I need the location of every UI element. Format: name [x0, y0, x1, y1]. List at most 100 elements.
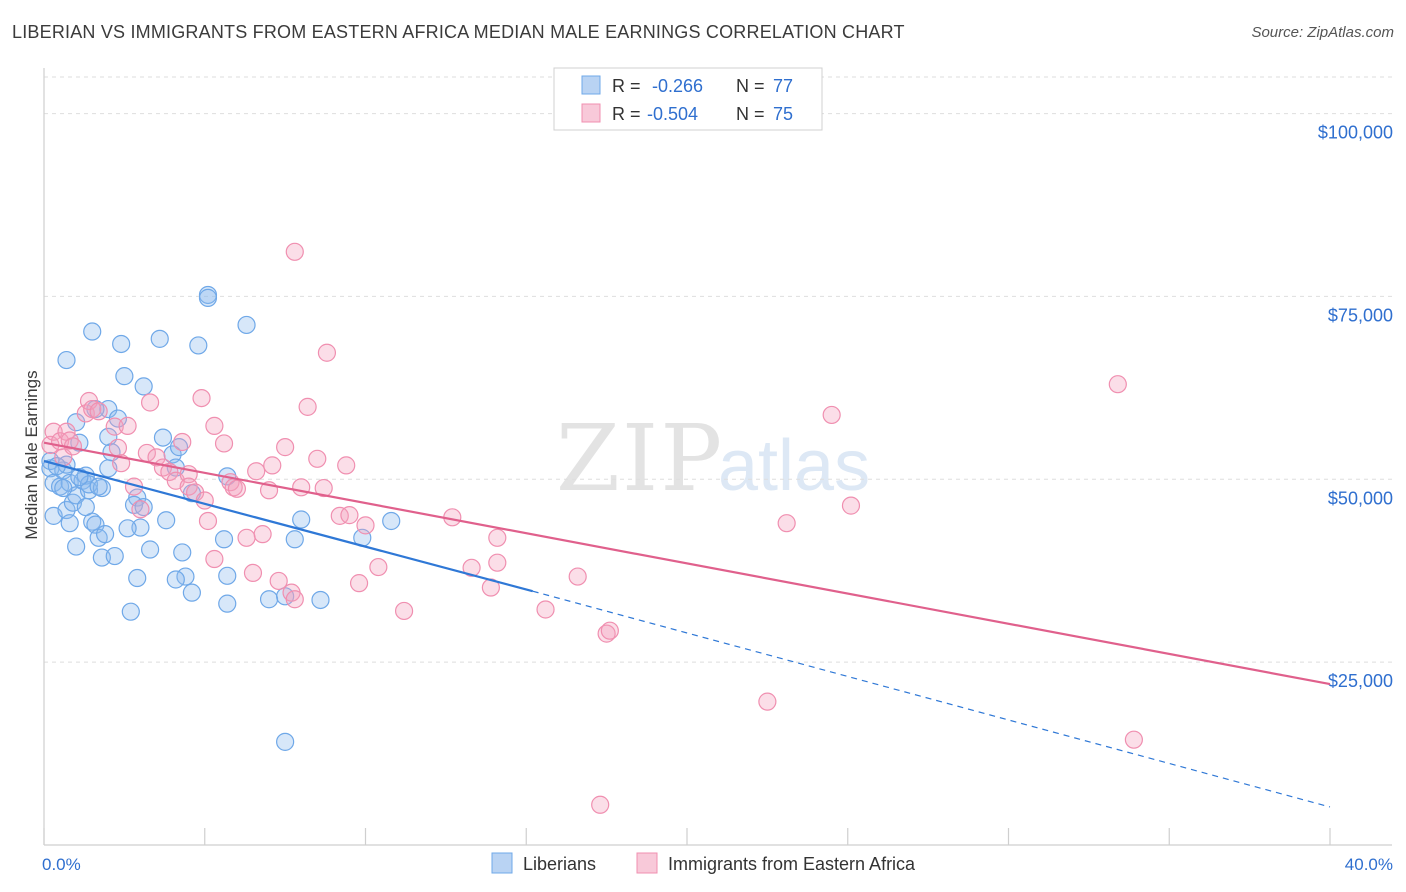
- point-immigrants-30: [205, 416, 224, 435]
- x-tick-label-min: 0.0%: [42, 855, 81, 874]
- axes: [43, 68, 1392, 846]
- point-immigrants-32: [214, 434, 234, 453]
- point-immigrants-43: [276, 438, 295, 457]
- point-immigrants-60: [462, 558, 481, 577]
- point-liberians-18: [67, 537, 86, 556]
- point-liberians-40: [157, 511, 176, 530]
- point-liberians-74: [54, 478, 73, 498]
- point-immigrants-66: [597, 624, 616, 643]
- point-immigrants-5: [60, 431, 79, 450]
- point-liberians-46: [173, 543, 192, 562]
- point-immigrants-35: [227, 479, 246, 498]
- point-immigrants-18: [140, 393, 160, 412]
- trend-lines: [43, 441, 1331, 808]
- point-immigrants-67: [591, 795, 610, 814]
- source-label: Source: ZipAtlas.com: [1251, 24, 1394, 41]
- series-legend-swatch-liberians: [491, 852, 513, 874]
- point-immigrants-31: [205, 549, 224, 569]
- trend-line-immigrants: [43, 441, 1331, 686]
- point-immigrants-12: [108, 438, 128, 457]
- point-immigrants-27: [192, 388, 211, 408]
- point-liberians-30: [83, 322, 102, 341]
- point-immigrants-11: [105, 417, 124, 436]
- point-immigrants-47: [292, 478, 311, 497]
- correlation-legend: R = -0.266 N = 77 R = -0.504 N = 75: [553, 67, 823, 131]
- point-immigrants-58: [394, 601, 414, 621]
- series-legend-label-immigrants: Immigrants from Eastern Africa: [668, 854, 916, 874]
- x-ticks: [43, 828, 1331, 845]
- point-liberians-58: [259, 590, 279, 609]
- trend-line-liberians-extrapolated: [532, 590, 1331, 808]
- watermark-atlas: atlas: [718, 426, 870, 506]
- legend-r-value-0: -0.266: [652, 76, 703, 96]
- point-liberians-65: [382, 511, 401, 531]
- point-liberians-53: [237, 315, 256, 335]
- point-liberians-69: [105, 546, 124, 566]
- point-liberians-23: [95, 525, 115, 544]
- legend-swatch-liberians: [581, 75, 601, 95]
- point-liberians-48: [182, 583, 201, 602]
- point-immigrants-10: [89, 402, 108, 421]
- point-immigrants-69: [758, 692, 777, 711]
- point-liberians-56: [218, 594, 237, 613]
- point-liberians-54: [214, 530, 234, 549]
- point-immigrants-38: [247, 462, 266, 481]
- point-liberians-44: [169, 438, 189, 457]
- y-tick-label-75000: $75,000: [1328, 305, 1393, 325]
- point-liberians-73: [70, 467, 89, 487]
- series-immigrants-eastern-africa: [41, 242, 1143, 814]
- point-immigrants-74: [1124, 730, 1143, 749]
- point-immigrants-62: [488, 528, 507, 547]
- y-tick-label-100000: $100,000: [1318, 123, 1393, 143]
- point-immigrants-63: [488, 553, 507, 572]
- x-tick-label-max: 40.0%: [1345, 855, 1393, 874]
- legend-r-label-1: R =: [612, 104, 641, 124]
- legend-r-value-1: -0.504: [647, 104, 698, 124]
- legend-n-label-1: N =: [736, 104, 765, 124]
- point-liberians-62: [292, 510, 311, 529]
- point-liberians-75: [89, 477, 108, 496]
- point-liberians-61: [285, 530, 304, 549]
- point-immigrants-52: [330, 506, 349, 525]
- point-liberians-68: [128, 568, 147, 588]
- point-liberians-39: [140, 540, 160, 559]
- point-liberians-72: [134, 497, 153, 517]
- y-tick-label-25000: $25,000: [1328, 671, 1393, 691]
- y-tick-label-50000: $50,000: [1328, 488, 1393, 508]
- point-immigrants-72: [841, 496, 861, 515]
- point-immigrants-53: [337, 456, 356, 475]
- point-immigrants-55: [349, 574, 369, 593]
- y-axis-title: Median Male Earnings: [22, 370, 41, 539]
- point-liberians-66: [76, 497, 95, 517]
- point-liberians-49: [150, 329, 169, 348]
- legend-r-label-0: R =: [612, 76, 641, 96]
- point-immigrants-71: [822, 405, 841, 425]
- series-legend-swatch-immigrants: [636, 852, 658, 874]
- point-liberians-67: [121, 602, 140, 621]
- point-immigrants-50: [314, 478, 333, 498]
- point-immigrants-51: [317, 343, 337, 362]
- point-liberians-38: [131, 518, 150, 537]
- point-liberians-32: [57, 350, 76, 370]
- series-legend-label-liberians: Liberians: [523, 854, 596, 874]
- point-immigrants-42: [269, 571, 288, 591]
- point-liberians-52: [198, 288, 218, 307]
- point-immigrants-49: [308, 449, 327, 468]
- point-immigrants-41: [263, 456, 282, 475]
- point-immigrants-1: [44, 422, 63, 441]
- legend-n-value-0: 77: [773, 76, 793, 96]
- point-immigrants-36: [237, 528, 256, 547]
- point-liberians-60: [276, 732, 295, 751]
- watermark-zip: ZIP: [556, 405, 724, 512]
- point-immigrants-56: [356, 516, 375, 535]
- legend-n-value-1: 75: [773, 104, 793, 124]
- point-liberians-33: [112, 334, 131, 354]
- point-immigrants-39: [253, 525, 272, 544]
- point-liberians-50: [189, 336, 208, 355]
- point-immigrants-14: [118, 416, 137, 435]
- point-immigrants-64: [536, 600, 555, 619]
- point-immigrants-19: [147, 448, 166, 467]
- point-immigrants-29: [198, 511, 218, 531]
- point-immigrants-70: [777, 514, 796, 533]
